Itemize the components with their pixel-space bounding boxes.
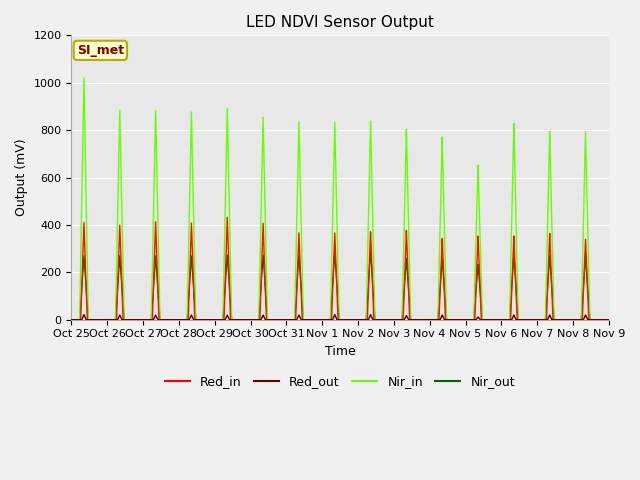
Title: LED NDVI Sensor Output: LED NDVI Sensor Output: [246, 15, 434, 30]
Y-axis label: Output (mV): Output (mV): [15, 139, 28, 216]
Text: SI_met: SI_met: [77, 44, 124, 57]
X-axis label: Time: Time: [324, 345, 355, 358]
Legend: Red_in, Red_out, Nir_in, Nir_out: Red_in, Red_out, Nir_in, Nir_out: [160, 370, 520, 393]
